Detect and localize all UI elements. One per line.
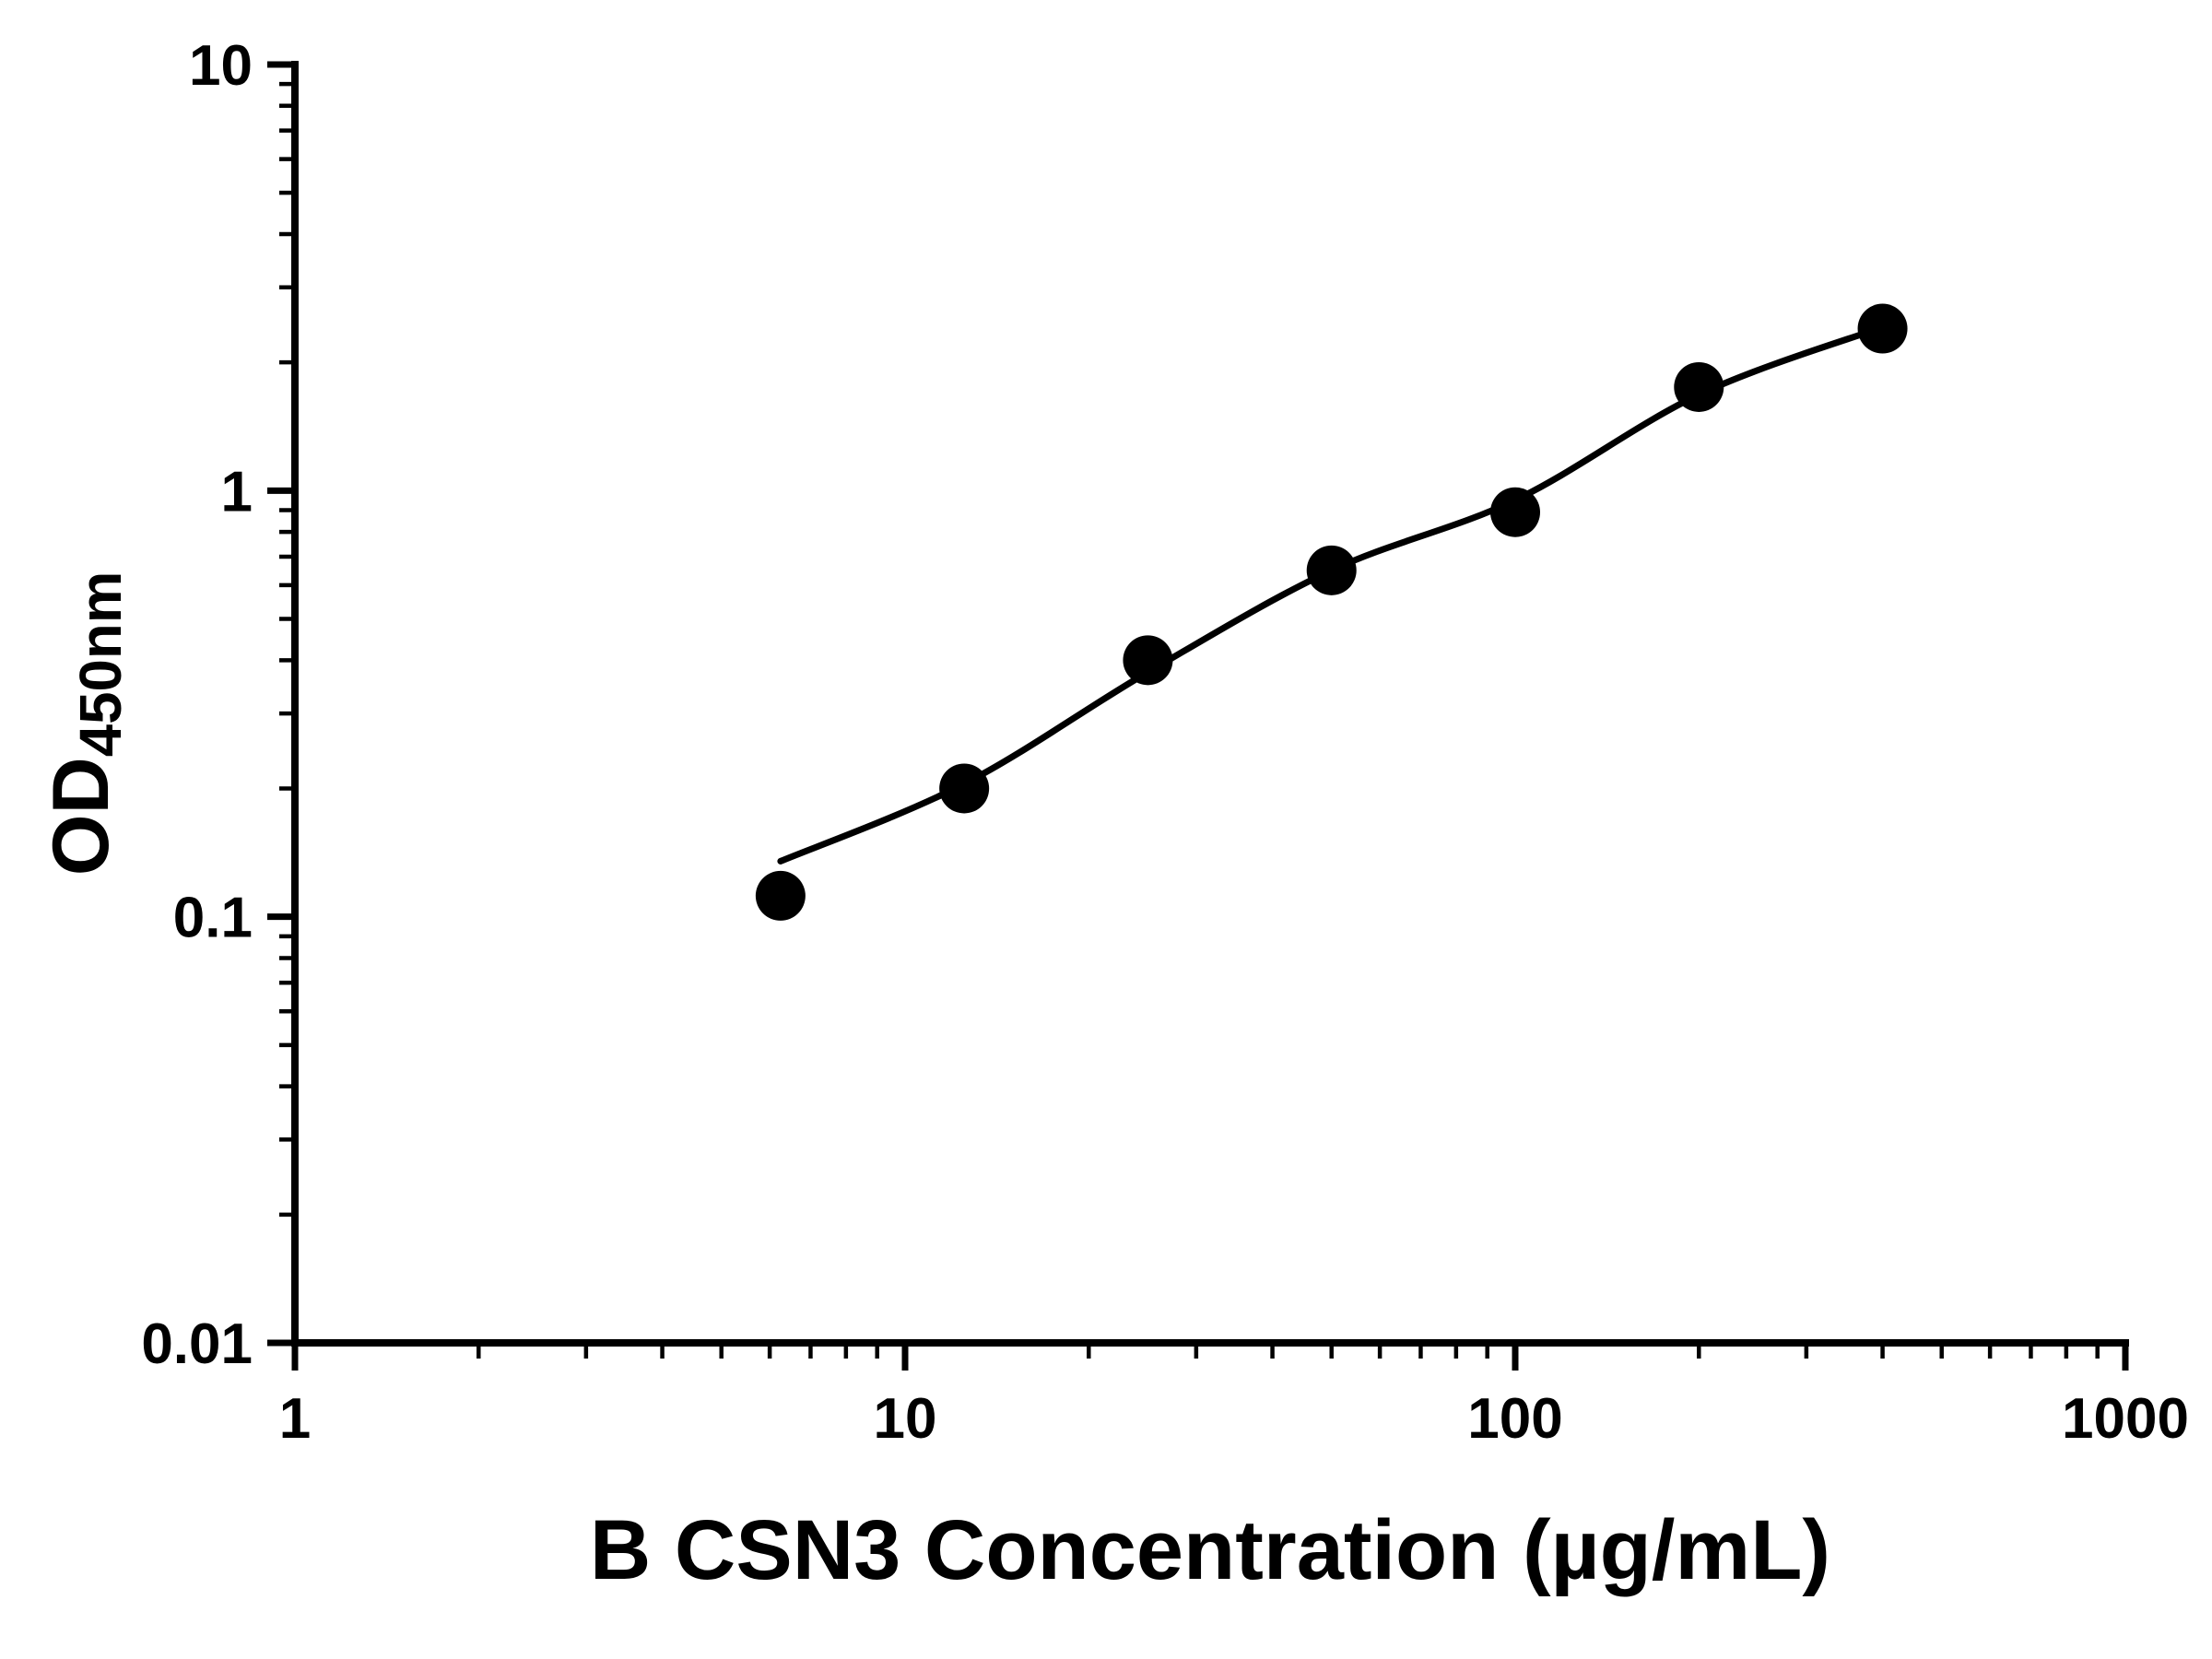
data-point [939, 763, 990, 814]
data-point [1857, 303, 1908, 354]
y-tick-label: 1 [221, 460, 253, 524]
data-point [1490, 487, 1540, 537]
data-point [1674, 361, 1724, 412]
data-point [755, 870, 806, 921]
data-point [1306, 545, 1357, 595]
x-tick-label: 10 [874, 1387, 937, 1451]
y-tick-label: 0.01 [141, 1312, 253, 1376]
y-axis-title-sub: 450nm [68, 571, 134, 758]
x-axis-title: B CSN3 Concentration (µg/mL) [589, 1503, 1831, 1597]
x-tick-label: 100 [1467, 1387, 1562, 1451]
y-axis-title-main: OD [37, 757, 125, 877]
y-tick-label: 10 [189, 34, 253, 98]
x-tick-label: 1 [279, 1387, 311, 1451]
y-tick-label: 0.1 [173, 887, 253, 950]
axis-spine [291, 61, 2129, 1347]
y-axis-title: OD450nm [26, 447, 136, 1000]
data-point [1123, 635, 1173, 686]
x-tick-label: 1000 [2062, 1387, 2189, 1451]
